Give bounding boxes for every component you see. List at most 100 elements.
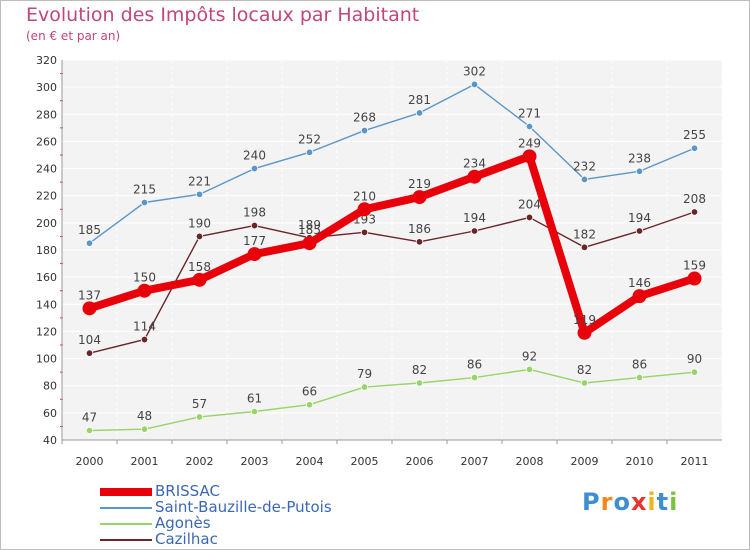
point-saint-bauzille-de-putois-2008 — [525, 122, 534, 131]
data-label-brissac-2003: 177 — [243, 234, 266, 248]
legend-swatch-agones — [100, 523, 152, 525]
y-tick-label-160: 160 — [36, 271, 57, 284]
point-saint-bauzille-de-putois-2000 — [85, 239, 94, 247]
point-saint-bauzille-de-putois-2006 — [415, 109, 424, 117]
data-label-saint-bauzille-de-putois-2000: 185 — [78, 223, 101, 237]
data-label-brissac-2002: 158 — [188, 260, 211, 274]
data-label-agon-s-2010: 86 — [632, 358, 647, 372]
point-cazilhac-2009 — [580, 243, 589, 251]
data-label-agon-s-2011: 90 — [687, 352, 702, 366]
point-agon-s-2003 — [250, 407, 259, 416]
y-tick-label-280: 280 — [36, 108, 57, 121]
point-brissac-2000 — [82, 301, 97, 316]
point-saint-bauzille-de-putois-2001 — [140, 198, 149, 207]
data-label-agon-s-2001: 48 — [137, 409, 152, 423]
point-brissac-2003 — [247, 247, 262, 262]
data-label-cazilhac-2000: 104 — [78, 333, 101, 347]
y-tick-label-200: 200 — [36, 217, 57, 230]
x-tick-label-2002: 2002 — [186, 455, 214, 468]
data-label-saint-bauzille-de-putois-2005: 268 — [353, 111, 376, 125]
data-label-agon-s-2006: 82 — [412, 363, 427, 377]
point-brissac-2006 — [412, 190, 427, 205]
y-tick-label-300: 300 — [36, 81, 57, 94]
point-saint-bauzille-de-putois-2005 — [360, 126, 369, 135]
x-tick-label-2006: 2006 — [406, 455, 434, 468]
data-label-cazilhac-2008: 204 — [518, 197, 541, 211]
point-saint-bauzille-de-putois-2007 — [470, 80, 479, 89]
point-brissac-2011 — [687, 271, 702, 286]
data-label-brissac-2004: 185 — [298, 223, 321, 237]
data-label-brissac-2001: 150 — [133, 271, 156, 285]
data-label-agon-s-2002: 57 — [192, 397, 207, 411]
point-agon-s-2009 — [580, 379, 589, 387]
point-agon-s-2011 — [690, 368, 699, 376]
legend-swatch-brissac — [100, 488, 152, 496]
data-label-cazilhac-2009: 182 — [573, 227, 596, 241]
point-agon-s-2000 — [85, 426, 94, 435]
data-label-cazilhac-2003: 198 — [243, 206, 266, 220]
data-label-saint-bauzille-de-putois-2004: 252 — [298, 132, 321, 146]
data-label-cazilhac-2006: 186 — [408, 222, 431, 236]
y-tick-label-260: 260 — [36, 135, 57, 148]
logo-letter: i — [669, 488, 679, 516]
legend-label-brissac: BRISSAC — [155, 482, 220, 500]
point-cazilhac-2005 — [360, 228, 369, 237]
data-label-saint-bauzille-de-putois-2006: 281 — [408, 93, 431, 107]
point-saint-bauzille-de-putois-2002 — [195, 190, 204, 199]
logo-letter: P — [582, 488, 601, 516]
y-tick-label-140: 140 — [36, 298, 57, 311]
point-brissac-2010 — [632, 289, 647, 304]
point-cazilhac-2003 — [250, 221, 259, 230]
chart-subtitle: (en € et par an) — [26, 29, 121, 43]
data-label-saint-bauzille-de-putois-2007: 302 — [463, 64, 486, 78]
point-agon-s-2005 — [360, 383, 369, 391]
legend-label-saint-bauzille: Saint-Bauzille-de-Putois — [155, 498, 332, 516]
data-label-brissac-2008: 249 — [518, 136, 541, 150]
point-cazilhac-2008 — [525, 213, 534, 222]
y-tick-label-100: 100 — [36, 353, 57, 366]
point-cazilhac-2002 — [195, 232, 204, 241]
data-label-agon-s-2000: 47 — [82, 411, 97, 425]
x-tick-label-2000: 2000 — [76, 455, 104, 468]
data-label-saint-bauzille-de-putois-2001: 215 — [133, 183, 156, 197]
series-line-cazilhac — [88, 211, 696, 354]
data-label-cazilhac-2011: 208 — [683, 192, 706, 206]
point-saint-bauzille-de-putois-2011 — [690, 144, 699, 152]
chart-title: Evolution des Impôts locaux par Habitant — [26, 4, 420, 26]
point-brissac-2004 — [302, 236, 317, 251]
point-saint-bauzille-de-putois-2004 — [305, 148, 314, 156]
legend-swatch-saint-bauzille — [100, 507, 152, 509]
series-line-agon-s — [88, 368, 696, 432]
x-tick-label-2005: 2005 — [351, 455, 379, 468]
point-brissac-2008 — [522, 149, 537, 164]
legend-label-cazilhac: Cazilhac — [155, 530, 218, 548]
logo-letter: o — [613, 488, 631, 516]
point-saint-bauzille-de-putois-2009 — [580, 175, 589, 184]
x-tick-label-2009: 2009 — [571, 455, 599, 468]
point-brissac-2005 — [357, 202, 372, 217]
series-line-brissac — [85, 152, 699, 337]
data-label-brissac-2005: 210 — [353, 189, 376, 203]
point-cazilhac-2011 — [690, 208, 699, 216]
x-tick-label-2007: 2007 — [461, 455, 489, 468]
point-agon-s-2008 — [525, 365, 534, 374]
data-label-saint-bauzille-de-putois-2002: 221 — [188, 174, 211, 188]
legend-swatch-cazilhac — [100, 539, 152, 541]
y-tick-label-40: 40 — [43, 434, 57, 447]
data-label-saint-bauzille-de-putois-2009: 232 — [573, 159, 596, 173]
y-tick-label-180: 180 — [36, 244, 57, 257]
data-label-cazilhac-2007: 194 — [463, 211, 486, 225]
point-brissac-2007 — [467, 169, 482, 184]
data-label-saint-bauzille-de-putois-2008: 271 — [518, 107, 541, 121]
data-label-cazilhac-2004: 189 — [298, 218, 321, 232]
data-label-brissac-2011: 159 — [683, 259, 706, 273]
y-tick-label-80: 80 — [43, 380, 57, 393]
x-tick-label-2008: 2008 — [516, 455, 544, 468]
data-label-brissac-2009: 119 — [573, 313, 596, 327]
point-brissac-2002 — [192, 272, 207, 287]
data-label-agon-s-2009: 82 — [577, 363, 592, 377]
data-label-agon-s-2003: 61 — [247, 392, 262, 406]
point-agon-s-2010 — [635, 373, 644, 382]
data-label-cazilhac-2010: 194 — [628, 211, 651, 225]
